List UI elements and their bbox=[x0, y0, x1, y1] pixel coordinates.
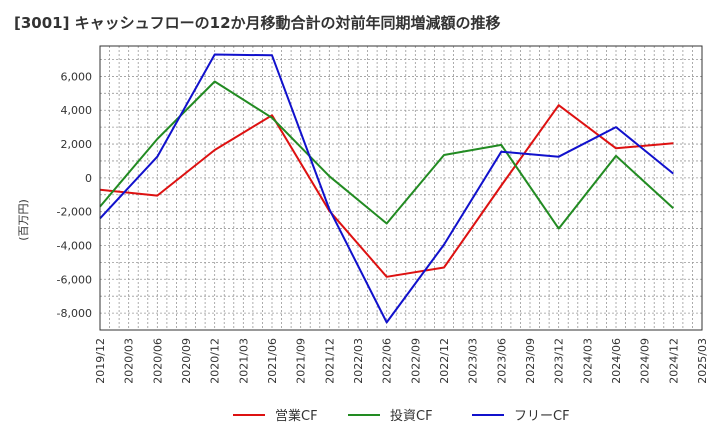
x-tick-label: 2024/03 bbox=[581, 338, 594, 384]
legend-label: 投資CF bbox=[390, 408, 433, 424]
x-tick-label: 2024/12 bbox=[667, 338, 680, 384]
y-tick-label: -2,000 bbox=[57, 206, 92, 219]
plot-frame bbox=[99, 45, 703, 331]
x-tick-label: 2024/09 bbox=[639, 338, 652, 384]
legend: 営業CF 投資CF フリーCF bbox=[233, 408, 570, 424]
x-tick-label: 2023/03 bbox=[467, 338, 480, 384]
x-tick-label: 2022/03 bbox=[352, 338, 365, 384]
x-tick-label: 2025/03 bbox=[696, 338, 709, 384]
series-line bbox=[99, 80, 674, 230]
x-tick-label: 2019/12 bbox=[94, 338, 107, 384]
x-tick-label: 2020/06 bbox=[151, 338, 164, 384]
x-tick-label: 2023/06 bbox=[495, 338, 508, 384]
chart-title: [3001] キャッシュフローの12か月移動合計の対前年同期増減額の推移 bbox=[14, 14, 501, 32]
y-tick-label: 4,000 bbox=[61, 104, 93, 117]
x-tick-labels: 2019/12 2020/03 2020/06 2020/09 2020/12 2021/… bbox=[94, 338, 709, 384]
y-tick-label: 2,000 bbox=[61, 138, 93, 151]
x-tick-label: 2021/06 bbox=[266, 338, 279, 384]
legend-label: 営業CF bbox=[275, 408, 318, 424]
y-tick-label: -6,000 bbox=[57, 273, 92, 286]
x-tick-label: 2020/03 bbox=[123, 338, 136, 384]
y-tick-label: -4,000 bbox=[57, 239, 92, 252]
series-line bbox=[99, 53, 674, 324]
y-tick-label: -8,000 bbox=[57, 307, 92, 320]
x-tick-label: 2022/12 bbox=[438, 338, 451, 384]
grid-lines bbox=[99, 46, 703, 331]
y-tick-label: 6,000 bbox=[61, 70, 93, 83]
x-tick-label: 2020/09 bbox=[180, 338, 193, 384]
x-tick-label: 2021/03 bbox=[237, 338, 250, 384]
y-tick-label: 0 bbox=[85, 172, 92, 185]
y-tick-labels: -8,000 -6,000 -4,000 -2,000 0 2,000 4,000 6,000 bbox=[57, 70, 92, 320]
x-tick-label: 2022/06 bbox=[381, 338, 394, 384]
x-tick-label: 2021/12 bbox=[323, 338, 336, 384]
x-tick-label: 2022/09 bbox=[409, 338, 422, 384]
x-tick-label: 2020/12 bbox=[209, 338, 222, 384]
x-tick-label: 2024/06 bbox=[610, 338, 623, 384]
series-line bbox=[99, 104, 674, 278]
x-tick-label: 2023/09 bbox=[524, 338, 537, 384]
x-tick-label: 2023/12 bbox=[553, 338, 566, 384]
legend-label: フリーCF bbox=[514, 409, 570, 424]
x-tick-label: 2021/09 bbox=[295, 338, 308, 384]
series-lines bbox=[99, 53, 674, 324]
